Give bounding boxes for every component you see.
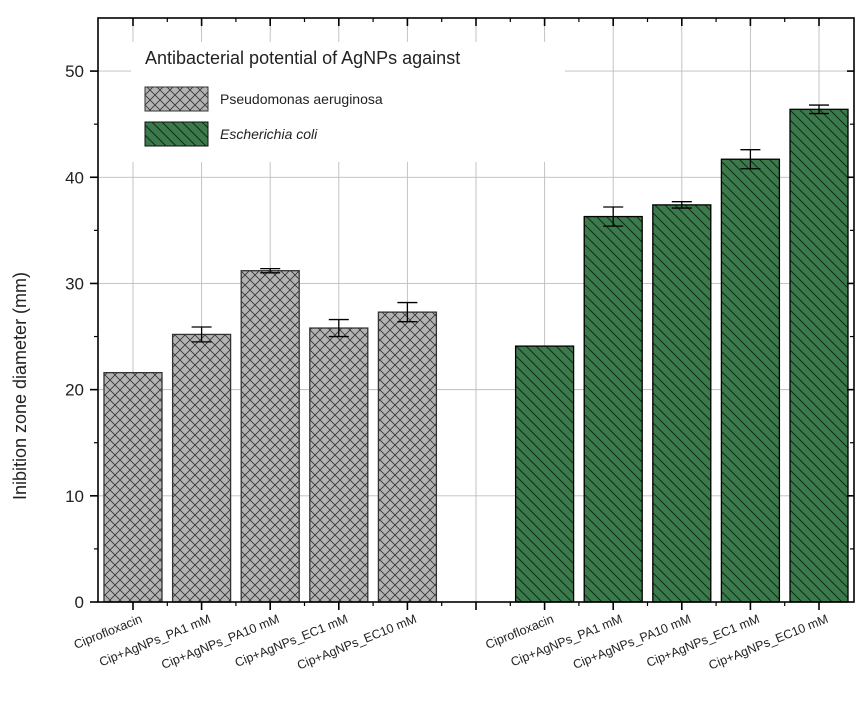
y-tick-label: 30 bbox=[65, 274, 84, 293]
legend: Antibacterial potential of AgNPs against… bbox=[131, 42, 565, 162]
x-category-label: Cip+AgNPs_PA1 mM bbox=[509, 612, 625, 670]
bar-pseudomonas-3 bbox=[309, 327, 369, 603]
bar-ecoli-4 bbox=[789, 108, 849, 603]
bar-ecoli-3 bbox=[720, 158, 781, 603]
y-tick-label: 50 bbox=[65, 62, 84, 81]
x-category-label: Cip+AgNPs_PA10 mM bbox=[159, 612, 281, 672]
y-axis-title: Inibition zone diameter (mm) bbox=[10, 272, 30, 500]
y-axis-ticks: 0 10 20 30 40 50 bbox=[65, 62, 854, 612]
y-tick-label: 0 bbox=[75, 593, 84, 612]
x-category-label: Cip+AgNPs_EC10 mM bbox=[707, 612, 830, 673]
bar-pseudomonas-2 bbox=[240, 270, 300, 603]
bar-pseudomonas-4 bbox=[377, 311, 438, 603]
x-category-label: Cip+AgNPs_EC1 mM bbox=[645, 612, 762, 670]
bar-ecoli-1 bbox=[583, 215, 643, 603]
y-tick-label: 10 bbox=[65, 487, 84, 506]
legend-label-ecoli: Escherichia coli bbox=[220, 126, 318, 142]
legend-title: Antibacterial potential of AgNPs against bbox=[145, 48, 460, 68]
bars-group bbox=[103, 108, 849, 603]
error-bars-group bbox=[191, 104, 829, 343]
legend-label-pseudomonas: Pseudomonas aeruginosa bbox=[220, 91, 383, 107]
x-axis-ticks bbox=[132, 18, 820, 610]
bar-pseudomonas-0 bbox=[103, 371, 163, 603]
legend-swatch-ecoli bbox=[144, 121, 209, 147]
x-category-label: Cip+AgNPs_PA10 mM bbox=[571, 612, 693, 672]
y-tick-label: 20 bbox=[65, 381, 84, 400]
x-category-label: Cip+AgNPs_PA1 mM bbox=[97, 612, 213, 670]
bar-pseudomonas-1 bbox=[171, 333, 232, 603]
x-category-label: Cip+AgNPs_EC10 mM bbox=[295, 612, 418, 673]
x-category-label: Cip+AgNPs_EC1 mM bbox=[233, 612, 350, 670]
bar-ecoli-2 bbox=[652, 204, 712, 603]
legend-swatch-pseudomonas bbox=[144, 86, 209, 112]
bar-ecoli-0 bbox=[514, 345, 575, 603]
y-tick-label: 40 bbox=[65, 168, 84, 187]
